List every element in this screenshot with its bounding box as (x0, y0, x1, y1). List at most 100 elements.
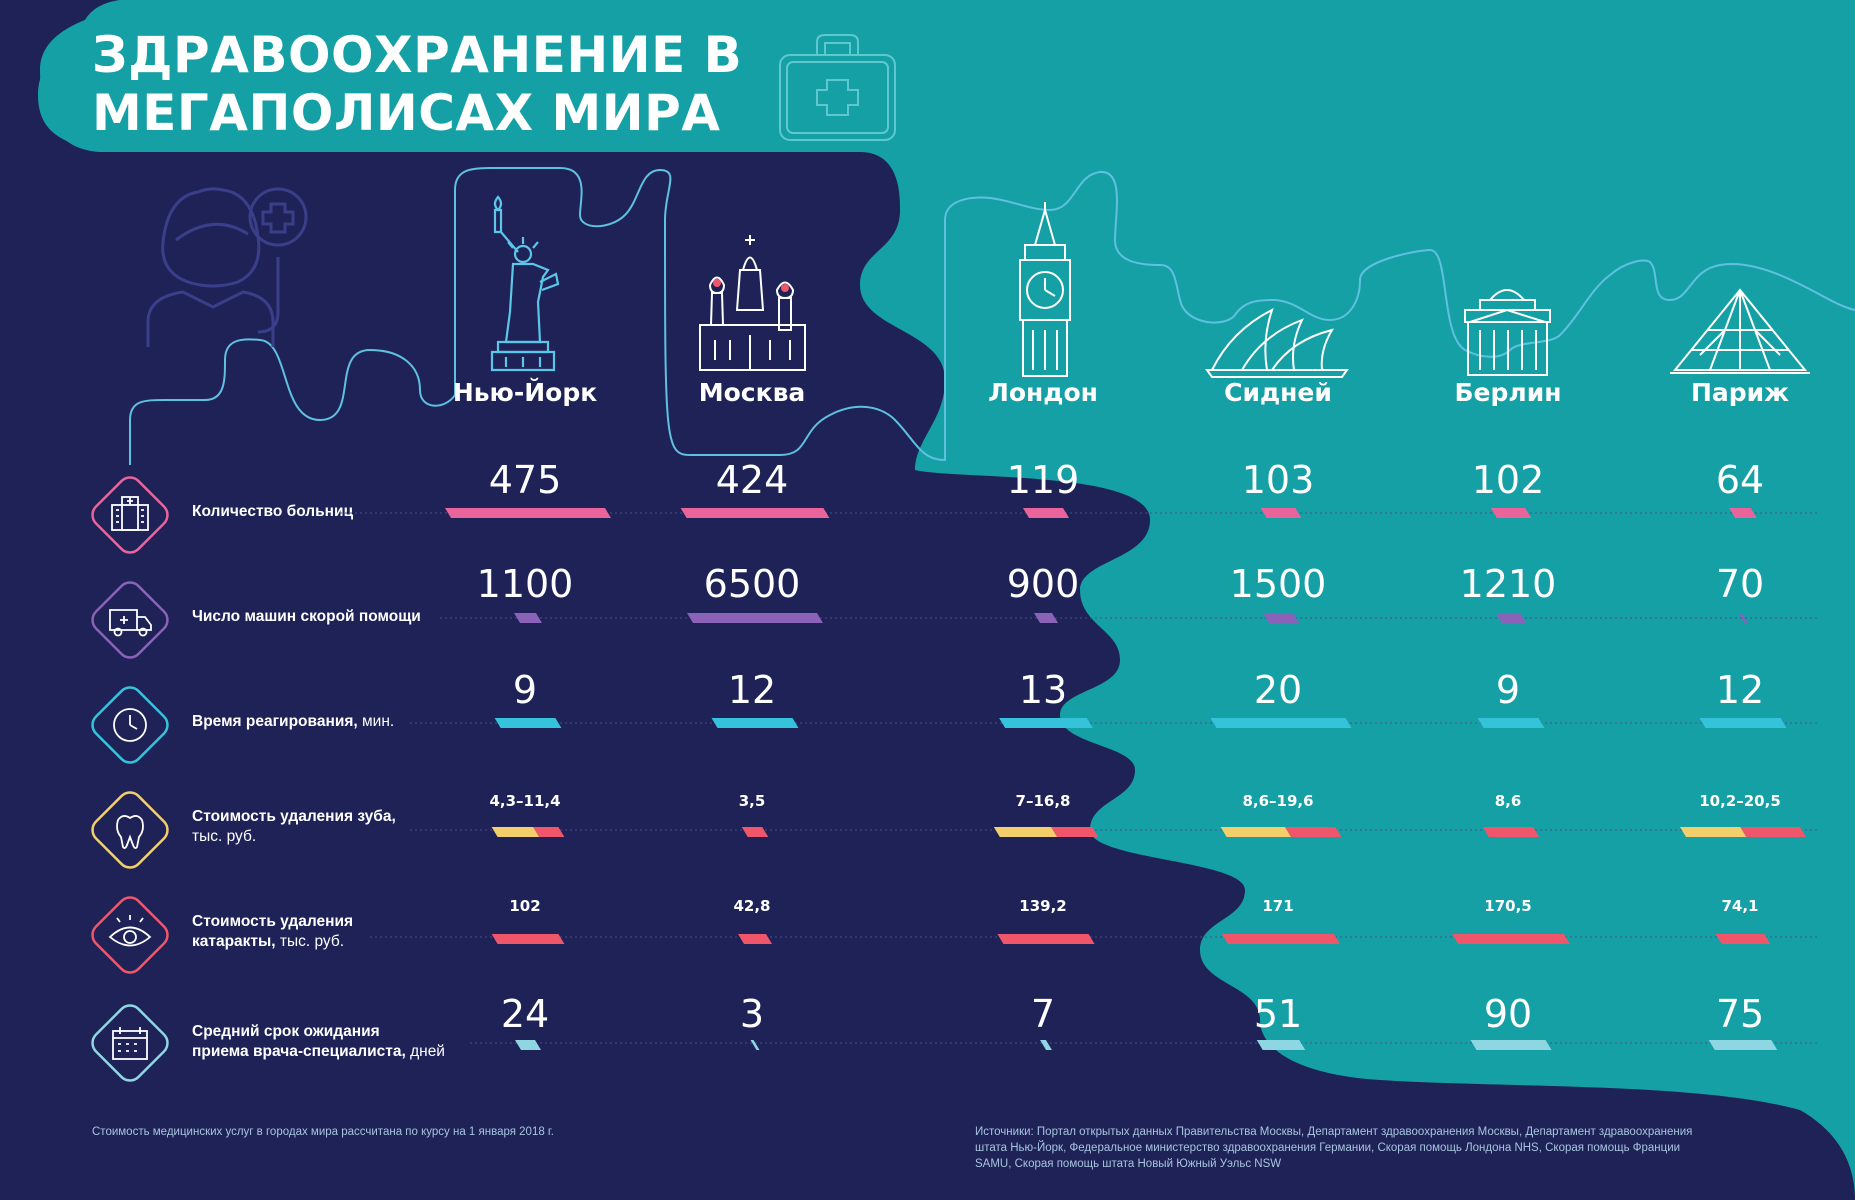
value-label: 74,1 (1721, 897, 1759, 915)
big-ben-icon (1019, 202, 1071, 377)
bar (1699, 718, 1787, 728)
bar-range-upper (993, 827, 1058, 837)
title-line-2: МЕГАПОЛИСАХ МИРА (92, 84, 721, 142)
bar (515, 1040, 541, 1050)
bar-range-upper (491, 827, 540, 837)
statue-of-liberty-icon (490, 195, 560, 372)
hospital-building-icon (91, 476, 169, 554)
value-label: 424 (715, 458, 789, 502)
value-label: 7 (1030, 992, 1056, 1036)
value-label: 900 (1006, 562, 1080, 606)
value-label: 7–16,8 (1015, 792, 1071, 810)
value-label: 75 (1715, 992, 1765, 1036)
bar (1040, 1040, 1052, 1050)
value-label: 9 (512, 668, 538, 712)
row-label-ambulances: Число машин скорой помощи (192, 608, 421, 625)
bar (999, 718, 1093, 728)
bar (1729, 508, 1757, 518)
thread-line (129, 167, 1855, 465)
title-banner (38, 0, 1855, 150)
bar (491, 934, 565, 944)
value-label: 8,6 (1494, 792, 1522, 810)
bar (1470, 1040, 1552, 1050)
value-label: 102 (509, 897, 541, 915)
bar-range-lower (1482, 827, 1540, 837)
bar (1034, 613, 1058, 623)
bar (1452, 934, 1570, 944)
value-label: 24 (500, 992, 550, 1036)
row-label-tooth-cost: Стоимость удаления зуба, тыс. руб. (192, 808, 396, 845)
value-label: 3,5 (738, 792, 766, 810)
bar (1715, 934, 1771, 944)
bar (680, 508, 830, 518)
bar-range-lower (1051, 827, 1099, 837)
title-line-1: ЗДРАВООХРАНЕНИЕ В (92, 26, 743, 84)
city-paris: Париж (1690, 378, 1790, 407)
value-label: 42,8 (733, 897, 771, 915)
value-label: 139,2 (1019, 897, 1067, 915)
eye-icon (91, 896, 169, 974)
value-label: 475 (488, 458, 562, 502)
bar (494, 718, 562, 728)
sources: Источники: Портал открытых данных Правит… (975, 1124, 1835, 1172)
st-basils-cathedral-icon (699, 235, 806, 371)
value-label: 12 (1715, 668, 1765, 712)
value-label: 1500 (1229, 562, 1327, 606)
value-label: 70 (1715, 562, 1765, 606)
bar-range-lower (533, 827, 565, 837)
medical-bag-icon (779, 34, 896, 141)
bar (1022, 508, 1070, 518)
value-label: 90 (1483, 992, 1533, 1036)
bar (1708, 1040, 1778, 1050)
value-label: 9 (1495, 668, 1521, 712)
value-label: 1210 (1459, 562, 1557, 606)
bar (711, 718, 799, 728)
row-label-hospitals: Количество больниц (192, 503, 354, 520)
value-label: 13 (1018, 668, 1068, 712)
bar-range-lower (741, 827, 769, 837)
value-label: 20 (1253, 668, 1303, 712)
bar (1256, 1040, 1306, 1050)
bar (750, 1040, 760, 1050)
sydney-opera-house-icon (1205, 308, 1349, 378)
bar-range-lower (1285, 827, 1342, 837)
row-label-cataract-cost: Стоимость удаления катаракты, тыс. руб. (192, 913, 354, 950)
sources-line-3: SAMU, Скорая помощь штата Новый Южный Уэ… (975, 1158, 1282, 1170)
value-label: 3 (739, 992, 765, 1036)
reichstag-icon (1464, 289, 1551, 376)
footnote: Стоимость медицинских услуг в городах ми… (92, 1126, 554, 1138)
bar (514, 613, 542, 623)
bar (737, 934, 773, 944)
city-sydney: Сидней (1224, 378, 1332, 407)
bar (1490, 508, 1532, 518)
calendar-icon (91, 1004, 169, 1082)
city-berlin: Берлин (1454, 378, 1562, 407)
row-label-waiting-time: Средний срок ожидания приема врача-специа… (192, 1023, 445, 1060)
tooth-icon (91, 791, 169, 869)
bar (997, 934, 1095, 944)
bar (1495, 613, 1527, 623)
value-label: 103 (1241, 458, 1315, 502)
value-label: 4,3–11,4 (489, 792, 561, 810)
value-label: 8,6–19,6 (1242, 792, 1314, 810)
bar (687, 613, 823, 623)
value-label: 12 (727, 668, 777, 712)
cataract-label-line2: катаракты, тыс. руб. (192, 933, 345, 950)
ambulance-icon (91, 581, 169, 659)
bar (1738, 613, 1748, 623)
value-label: 170,5 (1484, 897, 1532, 915)
bar-range-upper (1680, 827, 1747, 837)
value-label: 102 (1471, 458, 1545, 502)
value-label: 1100 (476, 562, 574, 606)
value-label: 64 (1715, 458, 1765, 502)
bar (1263, 613, 1299, 623)
value-label: 171 (1262, 897, 1294, 915)
value-label: 10,2–20,5 (1699, 792, 1781, 810)
bar-range-lower (1740, 827, 1806, 837)
clock-icon (91, 686, 169, 764)
